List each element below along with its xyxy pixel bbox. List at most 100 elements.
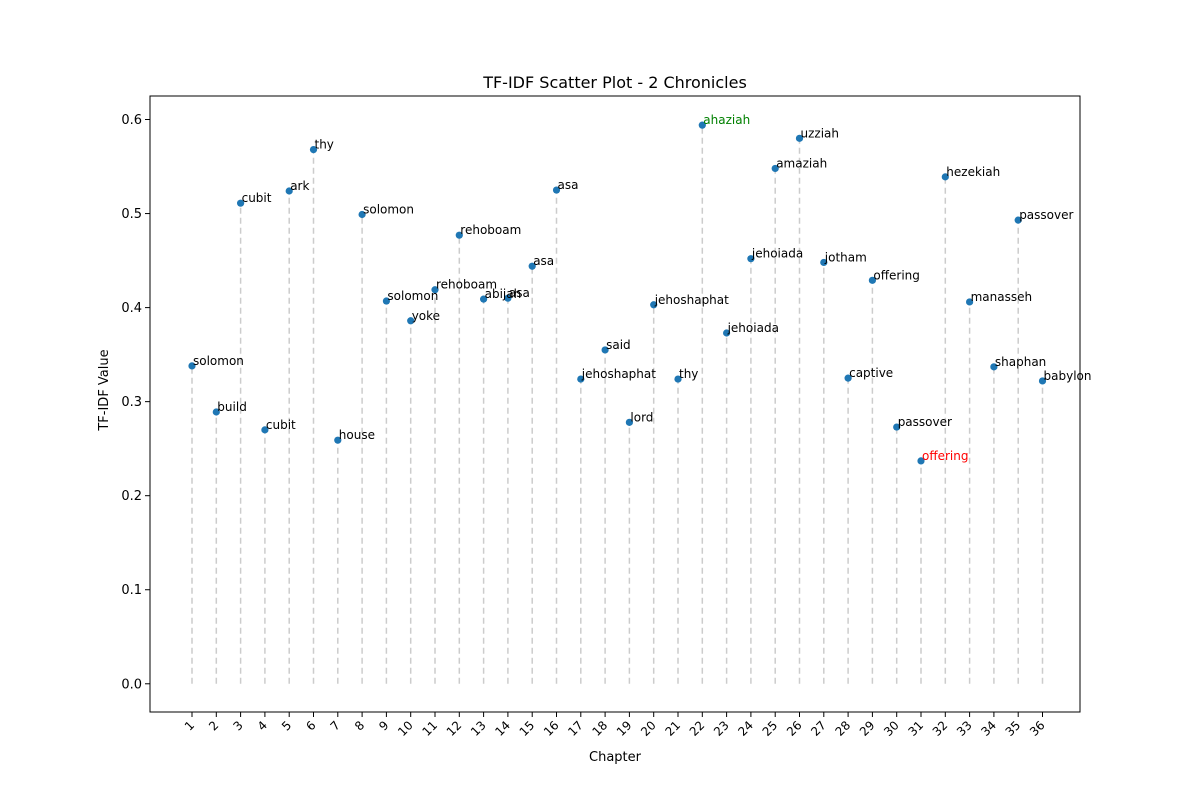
x-tick-label: 17 xyxy=(565,718,586,739)
stem-lines xyxy=(191,125,1044,684)
data-point xyxy=(285,187,293,195)
x-tick-label: 6 xyxy=(303,718,318,733)
data-point xyxy=(528,262,536,270)
y-tick-label: 0.3 xyxy=(121,395,142,410)
data-point xyxy=(1038,377,1047,385)
x-tick-label: 29 xyxy=(857,718,878,739)
point-label: manasseh xyxy=(971,290,1033,304)
y-tick-label: 0.6 xyxy=(121,113,142,128)
data-point xyxy=(1014,216,1022,224)
x-axis-ticks: 1 2 3 4 5 6 7 8 9 10 11 12 13 14 15 16 17 18 19 20 21 22 23 24 2… xyxy=(182,712,1048,739)
x-tick-label: 19 xyxy=(614,718,635,739)
point-label: uzziah xyxy=(801,126,840,140)
data-point xyxy=(188,362,196,370)
point-label: abijah xyxy=(485,287,522,301)
x-tick-label: 11 xyxy=(419,718,440,739)
data-point xyxy=(674,375,682,383)
point-label: offering xyxy=(873,268,919,282)
data-point xyxy=(358,210,366,219)
point-label: asa xyxy=(558,178,579,192)
x-tick-label: 3 xyxy=(230,718,245,733)
x-tick-label: 10 xyxy=(395,718,416,739)
point-label: babylon xyxy=(1044,369,1092,383)
point-label: thy xyxy=(315,138,334,152)
data-point xyxy=(698,121,706,129)
point-label: rehoboam xyxy=(436,278,497,292)
data-point xyxy=(650,301,658,309)
point-label: captive xyxy=(849,366,893,380)
point-label: jehoshaphat xyxy=(654,293,729,307)
x-tick-label: 9 xyxy=(376,718,391,733)
data-point xyxy=(795,134,804,142)
point-label: yoke xyxy=(412,309,440,323)
x-tick-label: 34 xyxy=(978,718,999,739)
data-point xyxy=(747,255,755,263)
data-point xyxy=(309,146,318,154)
data-point xyxy=(431,286,439,294)
x-tick-label: 35 xyxy=(1003,718,1024,739)
x-axis-label: Chapter xyxy=(589,750,642,765)
point-label: shaphan xyxy=(995,355,1046,369)
point-label: jehoiada xyxy=(751,247,803,261)
data-point xyxy=(917,457,925,465)
x-tick-label: 22 xyxy=(687,718,708,739)
data-point xyxy=(334,436,342,444)
y-tick-label: 0.2 xyxy=(121,489,142,504)
x-tick-label: 13 xyxy=(468,718,489,739)
x-tick-label: 26 xyxy=(784,718,805,739)
x-tick-label: 24 xyxy=(735,718,756,739)
x-tick-label: 8 xyxy=(352,718,367,733)
data-point xyxy=(625,418,634,426)
point-label: amaziah xyxy=(776,156,827,170)
data-point xyxy=(966,298,974,306)
x-tick-label: 4 xyxy=(255,718,270,733)
point-label: jehoiada xyxy=(727,321,779,335)
y-axis-ticks: 0.0 0.1 0.2 0.3 0.4 0.5 0.6 xyxy=(121,113,150,692)
point-label: hezekiah xyxy=(946,165,1000,179)
x-tick-label: 25 xyxy=(760,718,781,739)
point-label: offering xyxy=(922,449,968,463)
x-tick-label: 2 xyxy=(206,718,221,733)
x-tick-label: 28 xyxy=(833,718,854,739)
point-label: solomon xyxy=(193,354,244,368)
data-point xyxy=(261,426,269,434)
x-tick-label: 31 xyxy=(905,718,926,739)
data-point xyxy=(407,317,415,325)
data-point xyxy=(577,375,585,383)
data-point xyxy=(990,363,998,371)
y-axis-label: TF-IDF Value xyxy=(97,349,112,431)
x-tick-label: 16 xyxy=(541,718,562,739)
x-tick-label: 20 xyxy=(638,718,659,739)
x-tick-label: 21 xyxy=(662,718,683,739)
data-point xyxy=(868,276,877,284)
y-tick-label: 0.4 xyxy=(121,301,142,316)
data-point xyxy=(820,258,828,267)
plot-area-frame xyxy=(149,95,1081,713)
data-point xyxy=(212,408,220,416)
point-label: jehoshaphat xyxy=(581,367,656,381)
y-tick-label: 0.5 xyxy=(121,207,142,222)
x-tick-label: 30 xyxy=(881,718,902,739)
point-label: lord xyxy=(630,410,653,424)
x-tick-label: 15 xyxy=(517,718,538,739)
y-tick-label: 0.1 xyxy=(121,583,142,598)
data-points xyxy=(188,121,1047,465)
x-tick-label: 18 xyxy=(590,718,611,739)
point-label: solomon xyxy=(363,202,414,216)
data-point xyxy=(455,231,463,239)
point-label: asa xyxy=(533,254,554,268)
point-label: thy xyxy=(679,367,698,381)
x-tick-label: 27 xyxy=(808,718,829,739)
point-label: ark xyxy=(290,179,309,193)
point-label: build xyxy=(217,400,247,414)
data-point xyxy=(844,374,852,382)
data-point xyxy=(941,173,949,181)
point-labels: solomon build cubit cubit ark thy house solomon… xyxy=(193,113,1091,463)
point-label: cubit xyxy=(266,418,296,432)
point-label: house xyxy=(339,428,375,442)
data-point xyxy=(237,199,245,207)
point-label: asa xyxy=(509,286,530,300)
x-tick-label: 23 xyxy=(711,718,732,739)
x-tick-label: 36 xyxy=(1027,718,1048,739)
